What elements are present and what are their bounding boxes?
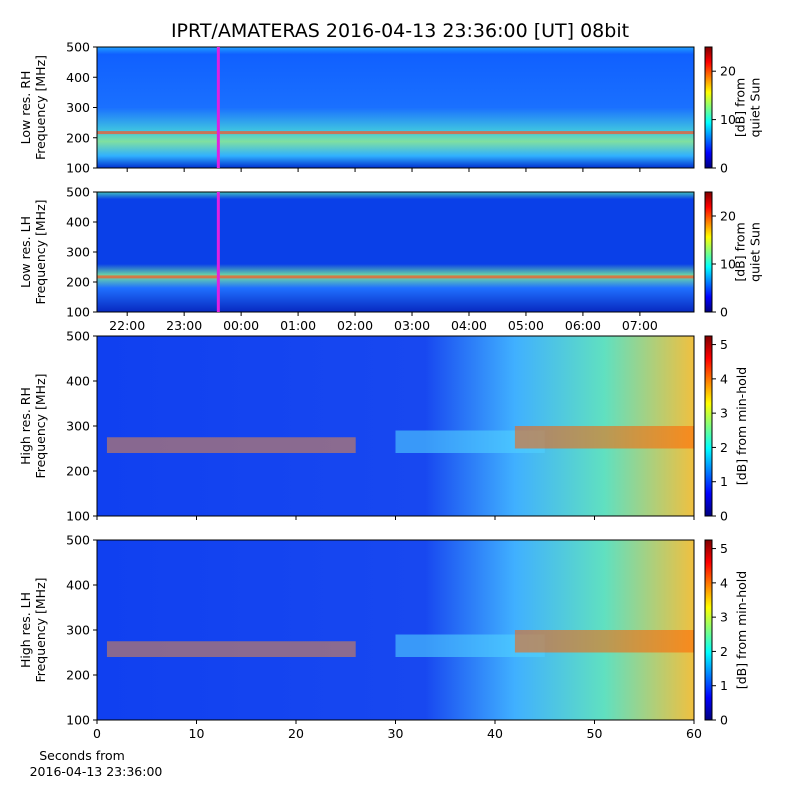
colorbar-tick-label: 3 <box>720 610 728 625</box>
colorbar-label: quiet Sun <box>748 222 763 282</box>
colorbar <box>704 335 713 517</box>
y-tick-label: 500 <box>66 329 90 344</box>
y-axis-label: Frequency [MHz] <box>33 373 48 478</box>
y-tick-label: 200 <box>66 130 90 145</box>
colorbar-tick-label: 2 <box>720 644 728 659</box>
x-tick-label: 02:00 <box>337 318 373 333</box>
y-axis-label: High res. RH <box>18 387 33 465</box>
y-tick-label: 400 <box>66 578 90 593</box>
y-tick-label: 300 <box>66 245 90 260</box>
colorbar-tick-label: 3 <box>720 406 728 421</box>
heatmap-feature <box>97 131 694 135</box>
x-tick-label: 40 <box>487 726 503 741</box>
heatmap-feature <box>514 630 694 653</box>
y-tick-label: 400 <box>66 215 90 230</box>
heatmap-feature <box>395 430 545 453</box>
heatmap-feature <box>97 275 694 279</box>
colorbar-tick-label: 1 <box>720 474 728 489</box>
x-axis-label: Seconds from <box>39 748 125 763</box>
x-tick-label: 0 <box>93 726 101 741</box>
colorbar-tick-label: 1 <box>720 678 728 693</box>
colorbar-tick-label: 0 <box>720 305 728 320</box>
y-tick-label: 300 <box>66 100 90 115</box>
y-axis-label: Frequency [MHz] <box>33 55 48 160</box>
x-tick-label: 04:00 <box>451 318 487 333</box>
colorbar-tick-label: 5 <box>720 337 728 352</box>
y-tick-label: 500 <box>66 533 90 548</box>
x-tick-label: 10 <box>189 726 205 741</box>
y-tick-label: 400 <box>66 70 90 85</box>
x-tick-label: 03:00 <box>394 318 430 333</box>
colorbar-tick-label: 0 <box>720 161 728 176</box>
x-axis-label: 2016-04-13 23:36:00 <box>30 764 163 779</box>
colorbar <box>704 191 713 313</box>
y-axis-label: Frequency [MHz] <box>33 199 48 304</box>
colorbar-tick-label: 2 <box>720 440 728 455</box>
colorbar-label: [dB] from <box>733 78 748 137</box>
heatmap-feature <box>106 437 356 453</box>
heatmap-image <box>97 47 694 168</box>
colorbar-tick-label: 20 <box>720 64 736 79</box>
colorbar-tick-label: 4 <box>720 575 728 590</box>
colorbar-tick-label: 0 <box>720 509 728 524</box>
y-axis-label: Low res. RH <box>18 71 33 145</box>
y-tick-label: 200 <box>66 464 90 479</box>
heatmap-feature <box>106 641 356 657</box>
colorbar <box>704 539 713 721</box>
y-tick-label: 200 <box>66 275 90 290</box>
x-tick-label: 23:00 <box>166 318 202 333</box>
colorbar-label: quiet Sun <box>748 78 763 138</box>
colorbar-tick-label: 4 <box>720 371 728 386</box>
x-tick-label: 22:00 <box>109 318 145 333</box>
x-tick-label: 20 <box>288 726 304 741</box>
colorbar-label: [dB] from min-hold <box>734 367 749 485</box>
heatmap-feature <box>514 426 694 449</box>
colorbar-tick-label: 20 <box>720 209 736 224</box>
y-axis-label: Low res. LH <box>18 216 33 288</box>
x-tick-label: 01:00 <box>280 318 316 333</box>
x-tick-label: 00:00 <box>223 318 259 333</box>
x-tick-label: 06:00 <box>565 318 601 333</box>
x-tick-label: 30 <box>388 726 404 741</box>
heatmap-image <box>97 192 694 312</box>
colorbar <box>704 46 713 169</box>
colorbar-tick-label: 10 <box>720 257 736 272</box>
y-tick-label: 500 <box>66 40 90 55</box>
heatmap-feature <box>395 634 545 657</box>
x-tick-label: 50 <box>587 726 603 741</box>
colorbar-tick-label: 0 <box>720 713 728 728</box>
colorbar-tick-label: 10 <box>720 112 736 127</box>
y-tick-label: 200 <box>66 668 90 683</box>
chart-title: IPRT/AMATERAS 2016-04-13 23:36:00 [UT] 0… <box>171 20 629 42</box>
x-tick-label: 05:00 <box>508 318 544 333</box>
x-tick-label: 07:00 <box>622 318 658 333</box>
y-axis-label: Frequency [MHz] <box>33 577 48 682</box>
y-tick-label: 100 <box>66 161 90 176</box>
y-axis-label: High res. LH <box>18 592 33 668</box>
colorbar-label: [dB] from min-hold <box>734 571 749 689</box>
y-tick-label: 100 <box>66 509 90 524</box>
colorbar-label: [dB] from <box>733 222 748 281</box>
x-tick-label: 60 <box>686 726 702 741</box>
y-tick-label: 300 <box>66 419 90 434</box>
y-tick-label: 100 <box>66 305 90 320</box>
y-tick-label: 400 <box>66 374 90 389</box>
colorbar-tick-label: 5 <box>720 541 728 556</box>
y-tick-label: 100 <box>66 713 90 728</box>
y-tick-label: 500 <box>66 185 90 200</box>
y-tick-label: 300 <box>66 623 90 638</box>
